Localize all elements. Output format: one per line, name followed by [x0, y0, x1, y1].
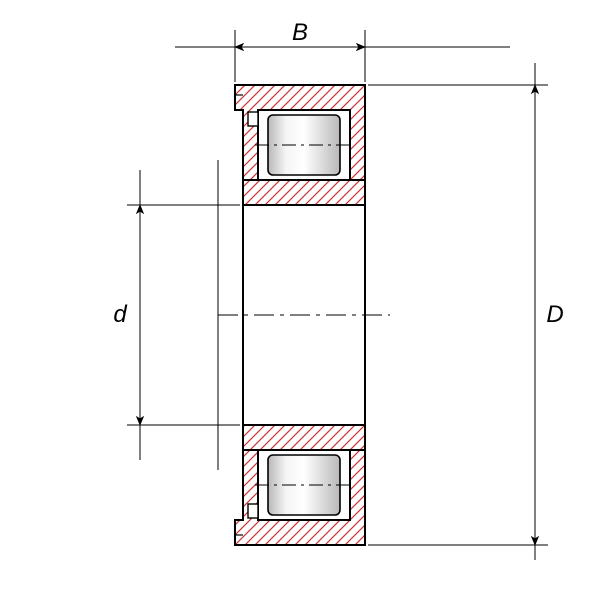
inner-ring-top [243, 180, 365, 205]
label-D: D [546, 301, 563, 328]
inner-ring-bottom [243, 425, 365, 450]
label-d: d [113, 301, 127, 328]
cage-tab-bottom [248, 504, 258, 518]
label-B: B [292, 19, 308, 46]
dimension-D: D [368, 63, 564, 560]
cage-tab-top [248, 112, 258, 126]
dimension-B: B [175, 19, 510, 82]
